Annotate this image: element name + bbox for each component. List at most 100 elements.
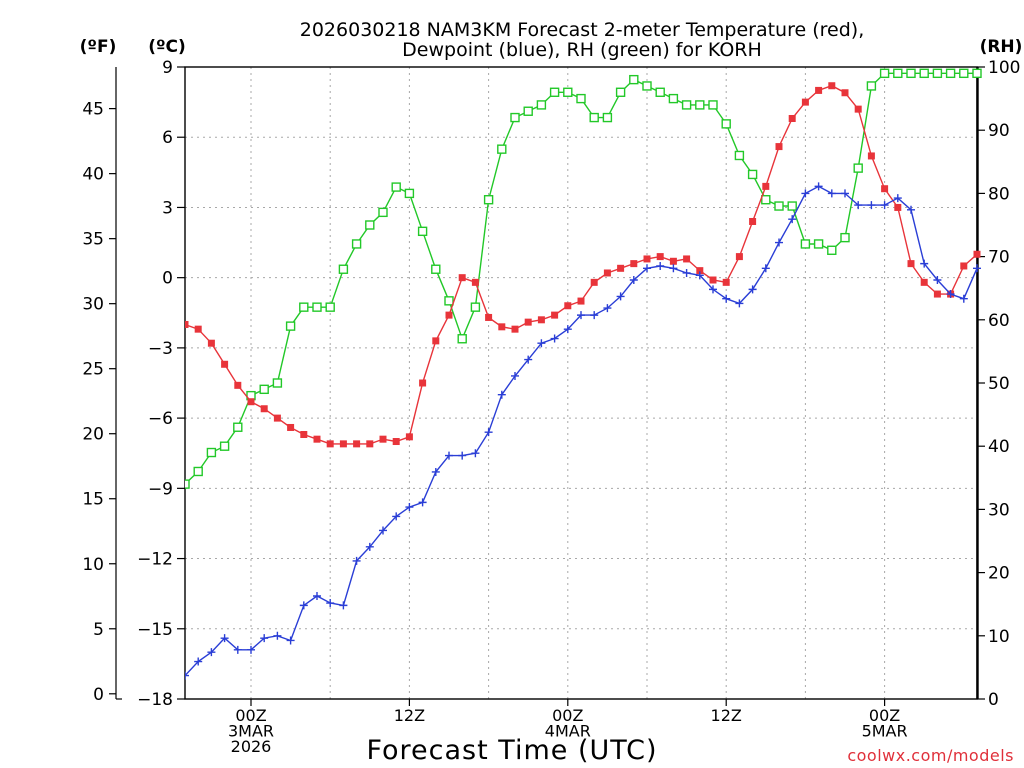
dewpoint-point: [537, 339, 546, 348]
temperature-point: [828, 82, 836, 90]
rh-point: [510, 112, 520, 123]
temperature-point: [207, 339, 215, 347]
rh-point: [272, 378, 283, 388]
dewpoint-point: [946, 290, 955, 299]
rh-point: [761, 195, 771, 205]
rh-point: [259, 384, 269, 395]
dewpoint-point: [194, 657, 203, 666]
rh-point: [655, 87, 665, 97]
dewpoint-point: [722, 294, 731, 303]
temperature-point: [696, 267, 704, 275]
series-line-temperature: [185, 84, 978, 445]
dewpoint-point: [339, 601, 348, 610]
dewpoint-point: [761, 264, 770, 273]
temperature-point: [339, 440, 347, 448]
dewpoint-point: [709, 285, 717, 294]
rh-tick-label: 80: [988, 184, 1010, 204]
temperature-point: [300, 430, 308, 438]
dewpoint-point: [867, 201, 876, 210]
fahrenheit-tick-label: 10: [82, 555, 104, 575]
rh-tick-label: 0: [988, 690, 999, 710]
rh-point: [827, 245, 837, 255]
rh-point: [589, 112, 599, 123]
temperature-point: [735, 253, 743, 261]
dewpoint-point: [682, 268, 691, 277]
temperature-point: [973, 250, 981, 258]
rh-point: [444, 296, 454, 306]
dewpoint-point: [365, 542, 374, 551]
rh-point: [747, 169, 758, 180]
dewpoint-point: [854, 201, 863, 210]
rh-tick-label: 10: [988, 627, 1010, 647]
dewpoint-point: [748, 285, 757, 294]
dewpoint-point: [669, 264, 678, 273]
rh-point: [681, 100, 692, 110]
fahrenheit-tick-label: 30: [82, 295, 104, 315]
fahrenheit-tick-label: 0: [93, 685, 104, 705]
dewpoint-point: [814, 182, 823, 191]
rh-point: [168, 499, 176, 507]
rh-point: [351, 239, 362, 249]
dewpoint-point: [563, 325, 572, 334]
dewpoint-point: [801, 189, 810, 198]
rh-tick-label: 50: [988, 374, 1010, 394]
rh-point: [523, 106, 533, 116]
rh-point: [219, 441, 230, 451]
temperature-point: [564, 302, 572, 310]
temperature-point: [498, 323, 506, 331]
celsius-tick-label: −9: [148, 479, 173, 499]
dewpoint-point: [629, 276, 638, 285]
series-line-dewpoint: [185, 185, 978, 677]
celsius-unit-label: (ºC): [148, 37, 186, 57]
rh-point: [417, 226, 428, 237]
chart-title-line-1: 2026030218 NAM3KM Forecast 2-meter Tempe…: [300, 19, 864, 41]
temperature-point: [485, 313, 493, 321]
rh-point: [549, 87, 560, 97]
temperature-point: [643, 255, 651, 263]
dewpoint-point: [299, 601, 308, 610]
rh-point: [629, 74, 639, 85]
fahrenheit-tick-label: 15: [82, 490, 104, 510]
temperature-point: [379, 435, 387, 443]
x-tick-label: 00Z: [235, 706, 266, 725]
temperature-point: [445, 311, 453, 319]
dewpoint-point: [247, 645, 255, 654]
rh-point: [391, 182, 401, 192]
rh-point: [325, 302, 335, 312]
rh-point: [233, 422, 243, 432]
celsius-tick-label: −15: [137, 620, 173, 640]
dewpoint-point: [603, 304, 612, 313]
celsius-tick-label: −12: [137, 550, 173, 570]
temperature-point: [458, 274, 466, 282]
rh-point: [853, 163, 863, 173]
dewpoint-point: [577, 311, 585, 320]
dewpoint-point: [841, 189, 849, 198]
dewpoint-point: [656, 261, 665, 270]
temperature-point: [907, 260, 915, 268]
dewpoint-point: [379, 526, 387, 535]
dewpoint-point: [695, 271, 704, 280]
rh-point: [206, 447, 217, 458]
rh-point: [919, 68, 929, 79]
temperature-point: [273, 414, 281, 422]
rh-point: [563, 87, 573, 97]
dewpoint-point: [445, 451, 453, 460]
fahrenheit-tick-label: 35: [82, 230, 104, 250]
temperature-point: [260, 405, 268, 413]
rh-tick-label: 30: [988, 500, 1010, 520]
dewpoint-point: [959, 294, 968, 303]
temperature-point: [854, 105, 862, 113]
dewpoint-point: [511, 371, 519, 380]
celsius-tick-label: 0: [162, 269, 173, 289]
rh-point: [615, 87, 626, 97]
temperature-point: [815, 86, 823, 94]
credit-link[interactable]: coolwx.com/models: [847, 746, 1014, 765]
series-dewpoint: [185, 182, 981, 680]
temperature-point: [551, 311, 559, 319]
temperature-point: [894, 203, 902, 211]
dewpoint-point: [497, 390, 506, 399]
temperature-point: [669, 257, 677, 265]
dewpoint-point: [590, 311, 599, 320]
temperature-point: [313, 435, 321, 443]
